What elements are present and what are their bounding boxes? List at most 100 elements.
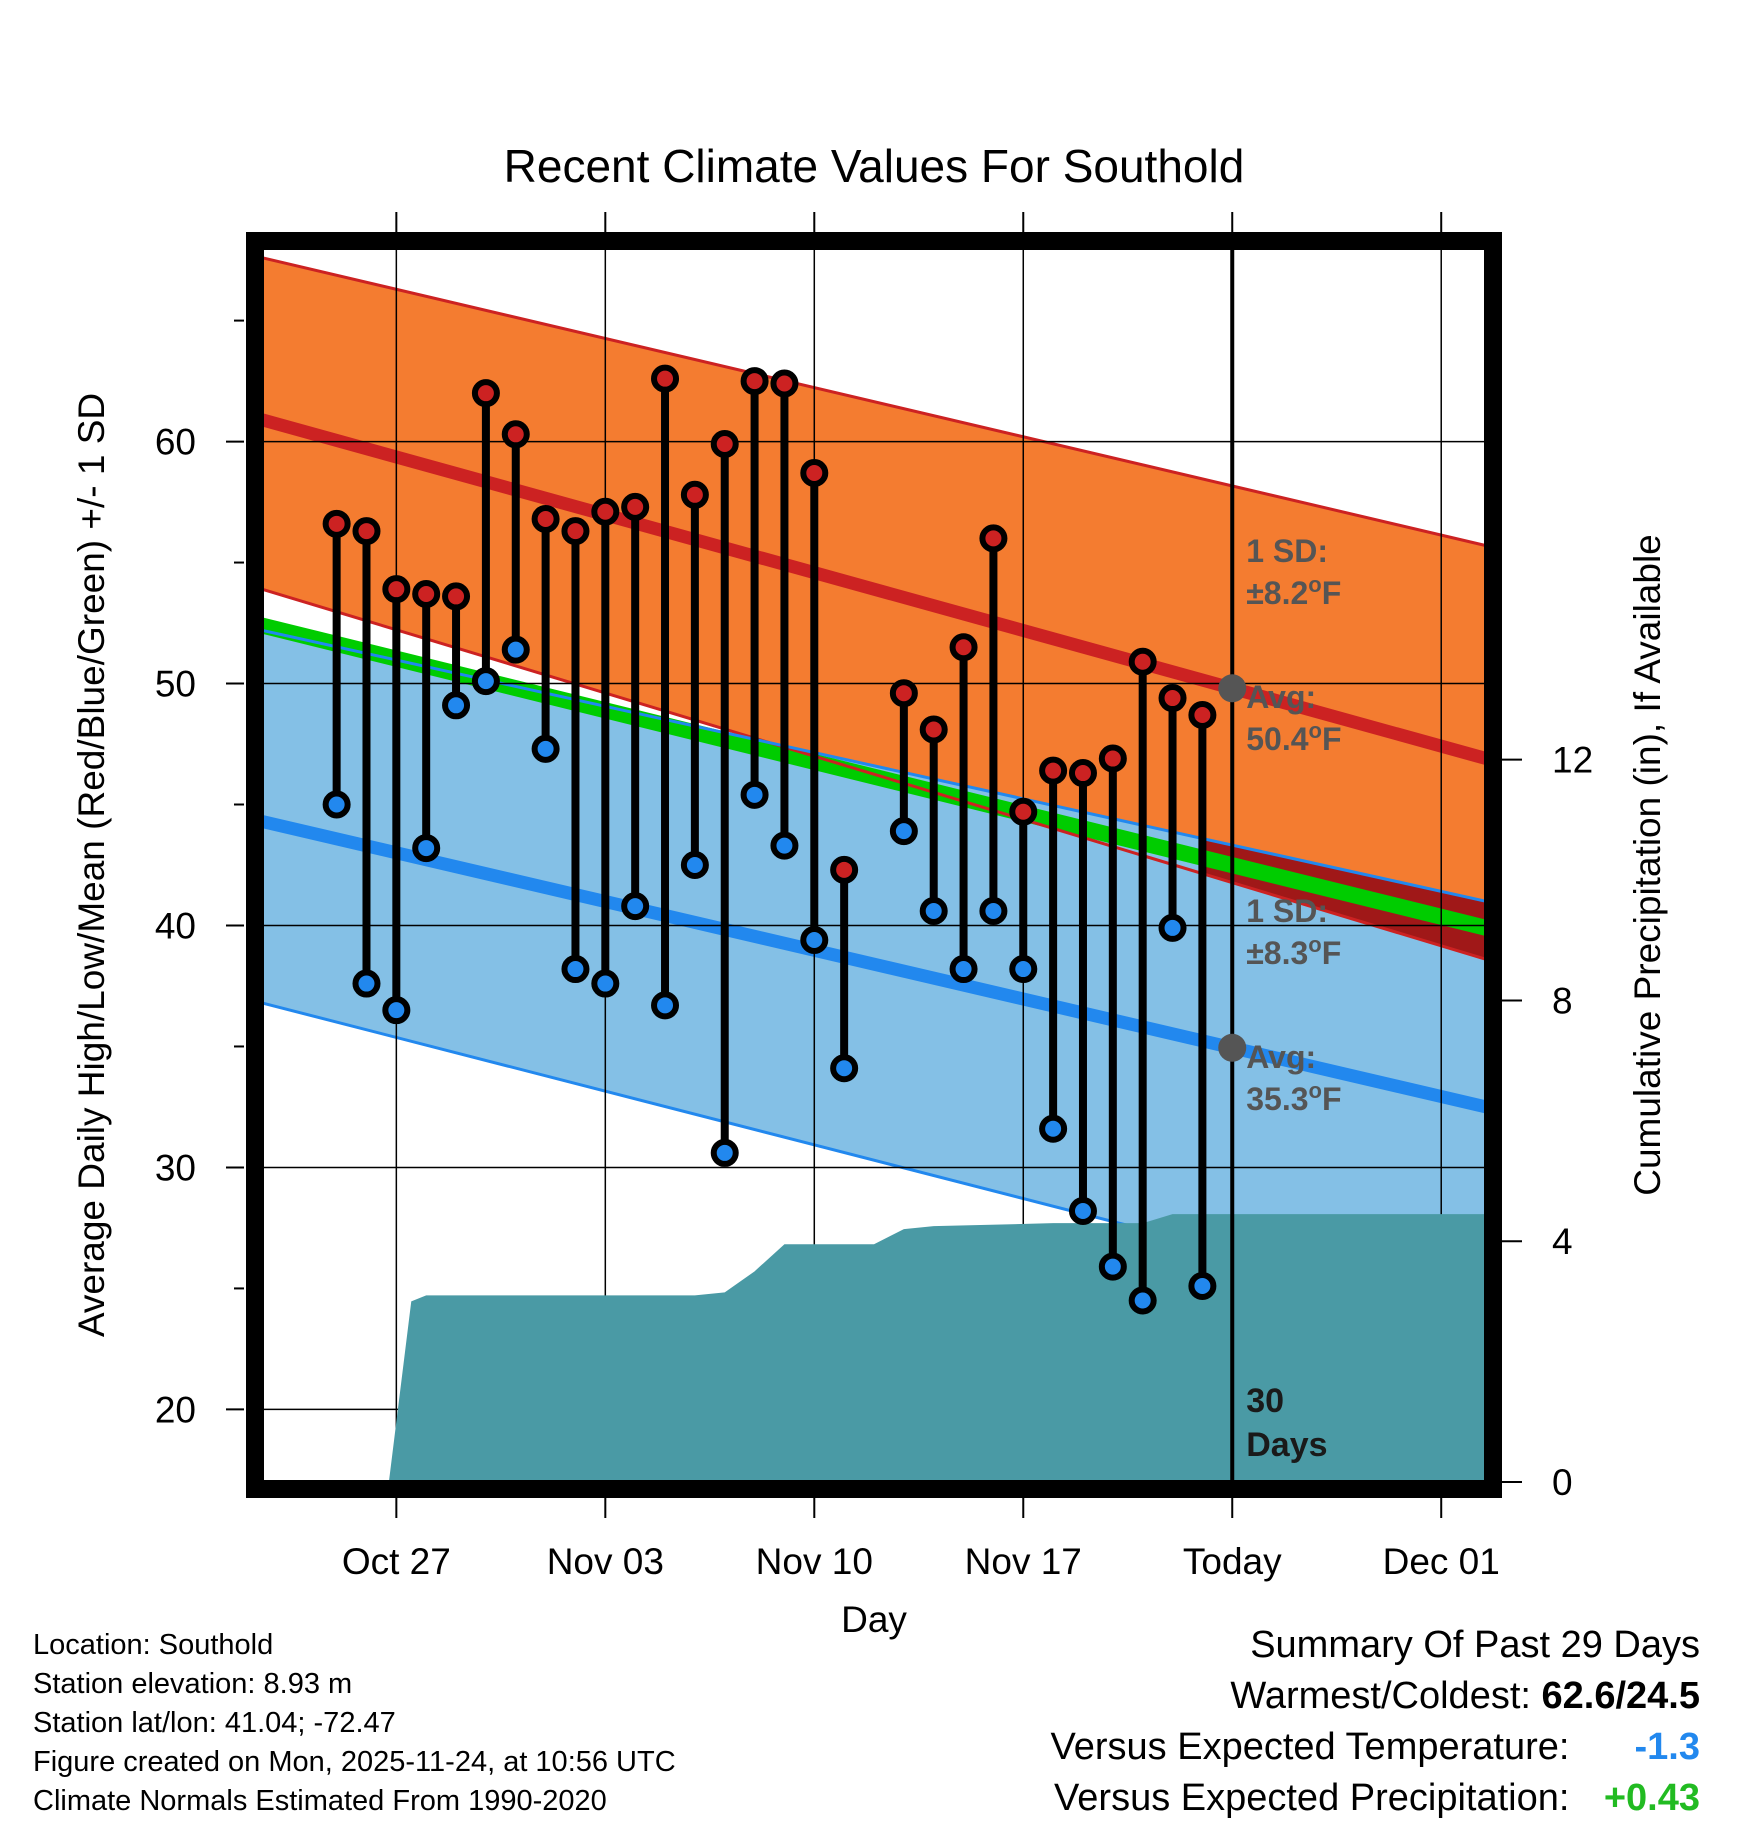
plot-frame <box>246 232 1502 1498</box>
day-bar <box>591 497 620 998</box>
temp-row: Versus Expected Temperature: -1.3 <box>1051 1722 1700 1773</box>
y-tick-label: 40 <box>155 905 196 946</box>
daily-high-point <box>651 364 680 393</box>
day-bar <box>382 575 411 1025</box>
daily-low-point <box>680 851 709 879</box>
daily-high-point <box>1068 759 1097 788</box>
daily-high-point <box>1098 744 1127 773</box>
x-tick-label: Oct 27 <box>342 1541 451 1582</box>
y2-axis-label: Cumulative Precipitation (in), If Availa… <box>1627 534 1668 1196</box>
day-bar <box>352 517 381 998</box>
high-plus-sd-line <box>261 256 1487 548</box>
y-tick-label: 60 <box>155 422 196 463</box>
y-tick-label: 30 <box>155 1147 196 1188</box>
daily-low-point <box>412 834 441 863</box>
y2-tick-label: 8 <box>1552 980 1573 1021</box>
daily-low-point <box>919 896 948 925</box>
day-bar <box>621 492 650 921</box>
daily-low-point <box>979 896 1008 925</box>
daily-high-point <box>471 379 500 408</box>
x-tick-label: Today <box>1183 1541 1282 1582</box>
day-bar <box>471 379 500 696</box>
normals-text: Climate Normals Estimated From 1990-2020 <box>33 1785 607 1817</box>
daily-low-point <box>1128 1286 1157 1315</box>
daily-high-point <box>710 429 739 458</box>
daily-high-point <box>591 497 620 526</box>
daily-low-point <box>889 817 918 846</box>
day-bar <box>949 633 978 984</box>
daily-low-point <box>1098 1252 1127 1281</box>
daily-low-point <box>770 831 799 860</box>
low-avg-value: 35.3oF <box>1246 1078 1341 1118</box>
daily-high-point <box>979 524 1008 553</box>
day-bar <box>1128 647 1157 1315</box>
daily-low-point <box>1039 1114 1068 1143</box>
y-axis-label: Average Daily High/Low/Mean (Red/Blue/Gr… <box>71 393 112 1337</box>
day-bar <box>800 459 829 955</box>
daily-low-point <box>1188 1272 1217 1301</box>
day-bar <box>830 855 859 1083</box>
daily-low-point <box>561 955 590 984</box>
daily-high-point <box>382 575 411 604</box>
location-text: Location: Southold <box>33 1629 274 1661</box>
x-axis-ticks: Oct 27 Nov 03 Nov 10 Nov 17 Today Dec 01 <box>342 212 1500 1582</box>
daily-low-point <box>322 790 351 819</box>
day-bar <box>919 715 948 925</box>
daily-high-point <box>919 715 948 744</box>
daily-low-point <box>740 780 769 809</box>
warm-cold-value: 62.6/24.5 <box>1541 1675 1700 1717</box>
day-bar <box>1188 700 1217 1301</box>
day-bar <box>680 480 709 879</box>
low-sd-band <box>262 630 1486 1318</box>
high-average-dot <box>1218 674 1247 703</box>
station-info: Location: Southold Station elevation: 8.… <box>33 1626 676 1821</box>
chart-title: Recent Climate Values For Southold <box>504 140 1245 192</box>
y2-tick-label: 0 <box>1552 1462 1573 1503</box>
daily-high-point <box>800 459 829 488</box>
x-tick-label: Nov 17 <box>965 1541 1082 1582</box>
day-bar <box>1098 744 1127 1281</box>
x-tick-label: Dec 01 <box>1383 1541 1500 1582</box>
normal-high-line <box>260 413 1488 765</box>
day-bar <box>740 367 769 809</box>
daily-low-point <box>800 926 829 955</box>
high-avg-value: 50.4oF <box>1246 718 1341 758</box>
y-axis-ticks: 20 30 40 50 60 <box>155 319 244 1430</box>
daily-high-point <box>770 369 799 398</box>
x-tick-label: Nov 03 <box>547 1541 664 1582</box>
day-bar <box>1039 756 1068 1143</box>
high-minus-sd-line <box>261 587 1487 961</box>
daily-high-point <box>949 633 978 662</box>
precip-row: Versus Expected Precipitation: +0.43 <box>1051 1773 1700 1824</box>
day-bar <box>979 524 1008 925</box>
x-tick-label: Nov 10 <box>756 1541 873 1582</box>
y2-tick-label: 12 <box>1552 740 1593 781</box>
summary-panel: Summary Of Past 29 Days Warmest/Coldest:… <box>1051 1620 1700 1824</box>
day-bar <box>561 517 590 984</box>
daily-high-point <box>1188 700 1217 729</box>
day-bar <box>1068 759 1097 1226</box>
day-bar <box>770 369 799 860</box>
summary-heading: Summary Of Past 29 Days <box>1250 1624 1700 1666</box>
low-sd-value: ±8.3oF <box>1246 932 1341 972</box>
day-bar <box>1009 797 1038 984</box>
daily-low-point <box>651 991 680 1020</box>
temp-label: Versus Expected Temperature: <box>1050 1726 1570 1768</box>
daily-high-point <box>621 492 650 521</box>
period-number: 30 <box>1246 1382 1284 1420</box>
daily-high-point <box>412 580 441 609</box>
average-markers <box>1218 674 1247 1062</box>
daily-low-point <box>1158 913 1187 942</box>
daily-low-point <box>1068 1197 1097 1226</box>
daily-high-point <box>322 509 351 538</box>
daily-high-point <box>1009 797 1038 826</box>
day-bar <box>322 509 351 819</box>
x-axis-label: Day <box>841 1599 907 1640</box>
daily-low-point <box>531 734 560 763</box>
daily-low-point <box>352 969 381 998</box>
latlon-text: Station lat/lon: 41.04; -72.47 <box>33 1707 396 1739</box>
daily-low-point <box>949 955 978 984</box>
daily-low-point <box>382 996 411 1025</box>
y2-tick-label: 4 <box>1552 1221 1573 1262</box>
